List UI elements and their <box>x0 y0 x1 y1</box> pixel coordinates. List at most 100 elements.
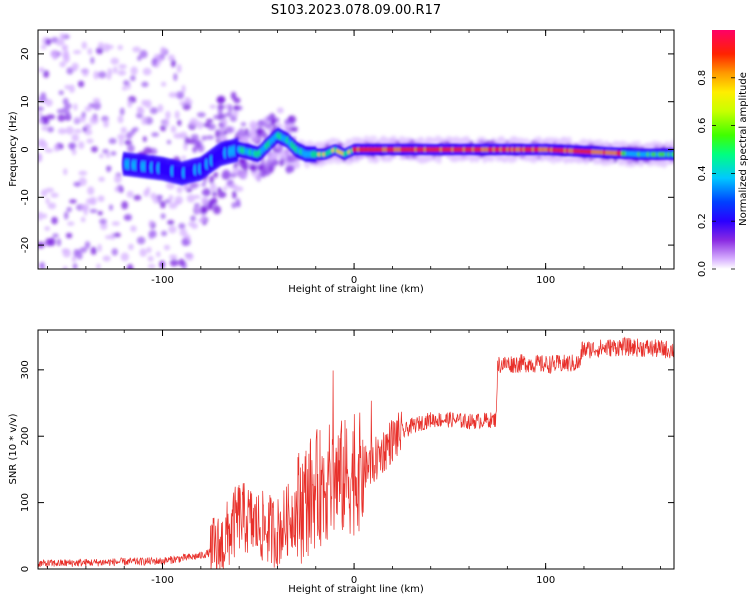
spectrogram-blob <box>55 39 65 46</box>
spectrogram-blob <box>240 122 247 127</box>
spectrogram-xtick-label: -100 <box>151 275 174 286</box>
spectrogram-blob <box>173 277 179 283</box>
spectrogram-blob <box>160 230 168 237</box>
spectrogram-blob <box>142 136 147 142</box>
spectrogram-blob <box>87 47 93 56</box>
spectrogram-blob <box>271 152 279 160</box>
spectrogram-blob <box>347 139 354 147</box>
spectrogram-blob <box>286 154 292 161</box>
spectrogram-blob <box>139 50 148 59</box>
spectrogram-blob <box>209 182 217 192</box>
spectrogram-blob <box>93 70 99 80</box>
spectrogram-blob <box>120 252 130 262</box>
spectrogram-blob <box>283 123 291 132</box>
spectrogram-blob <box>251 136 260 143</box>
spectrogram-blob <box>38 67 45 73</box>
spectrogram-blob <box>119 107 125 116</box>
spectrogram-ridge <box>122 127 674 186</box>
spectrogram-blob <box>176 185 183 194</box>
spectrogram-blob <box>110 151 117 156</box>
spectrogram-blob <box>38 111 43 117</box>
spectrogram-blob <box>66 206 72 213</box>
snr-xlabel: Height of straight line (km) <box>288 584 424 595</box>
spectrogram-blob <box>71 62 79 71</box>
spectrogram-blob <box>186 188 193 193</box>
spectrogram-blob <box>38 106 45 111</box>
spectrogram-blob <box>97 244 102 252</box>
spectrogram-blob <box>249 120 258 130</box>
spectrogram-blob <box>176 63 182 73</box>
spectrogram-blob <box>209 104 217 109</box>
spectrogram-blob <box>276 107 284 114</box>
colorbar-tick-label: 0.6 <box>697 118 708 134</box>
spectrogram-blob <box>38 118 44 124</box>
spectrogram-blob <box>72 50 82 55</box>
spectrogram-blob <box>44 148 54 153</box>
spectrogram-blob <box>127 144 135 153</box>
spectrogram-blob <box>541 155 547 161</box>
spectrogram-blob <box>73 249 78 258</box>
spectrogram-blob <box>132 46 141 53</box>
spectrogram-blob <box>250 164 257 173</box>
spectrogram-blob <box>52 233 59 238</box>
spectrogram-blob <box>99 218 107 225</box>
spectrogram-blob <box>537 135 542 143</box>
spectrogram-blob <box>123 80 130 86</box>
spectrogram-blob <box>612 142 620 149</box>
spectrogram-blob <box>77 80 85 88</box>
spectrogram-blob <box>657 161 663 167</box>
spectrogram-blob <box>67 221 75 226</box>
spectrogram-blob <box>222 186 228 191</box>
spectrogram-blob <box>559 156 564 162</box>
spectrogram-blob <box>287 115 297 124</box>
spectrogram-blob <box>185 99 193 105</box>
spectrogram-blob <box>213 114 218 120</box>
spectrogram-xtick-label: 0 <box>351 275 357 286</box>
spectrogram-blob <box>99 153 104 159</box>
spectrogram-blob <box>86 138 94 144</box>
spectrogram-blob <box>183 270 188 275</box>
spectrogram-blob <box>242 135 249 144</box>
spectrogram-blob <box>278 150 285 159</box>
figure-title: S103.2023.078.09.00.R17 <box>271 3 441 18</box>
snr-ytick-label: 300 <box>20 360 31 379</box>
spectrogram-blob <box>453 153 462 161</box>
spectrogram-blob <box>58 90 64 96</box>
spectrogram-blob <box>163 244 171 251</box>
spectrogram-blob <box>235 198 241 206</box>
spectrogram-blob <box>211 197 218 206</box>
spectrogram-ytick-label: -10 <box>20 189 31 205</box>
spectrogram-blob <box>63 168 68 176</box>
spectrogram-blob <box>160 46 166 54</box>
spectrogram-blob <box>128 243 134 251</box>
snr-ticks: -100 0 100 0 100 200 300 <box>20 330 674 586</box>
spectrogram-blob <box>170 125 177 133</box>
spectrogram-blob <box>196 112 206 118</box>
spectrogram-blob <box>212 191 217 197</box>
spectrogram-blob <box>508 137 518 143</box>
spectrogram-blob <box>127 100 133 108</box>
spectrogram-blob <box>71 148 77 156</box>
spectrogram-blob <box>529 154 539 164</box>
spectrogram-blob <box>181 155 187 161</box>
spectrogram-blob <box>260 159 266 165</box>
spectrogram-blob <box>197 218 207 223</box>
spectrogram-blob <box>501 157 507 163</box>
spectrogram-blob <box>81 111 86 118</box>
spectrogram-blob <box>173 132 183 139</box>
spectrogram-blob <box>66 67 74 75</box>
spectrogram-blob <box>664 140 670 148</box>
spectrogram-blob <box>103 119 109 128</box>
spectrogram-blob <box>157 55 162 65</box>
spectrogram-blob <box>160 213 166 220</box>
spectrogram-blob <box>201 189 210 196</box>
spectrogram-blob <box>168 202 178 210</box>
spectrogram-blob <box>151 58 158 67</box>
spectrogram-blob <box>64 48 69 58</box>
spectrogram-blob <box>62 265 68 269</box>
spectrogram-blob <box>71 256 77 263</box>
spectrogram-blob <box>45 187 54 193</box>
spectrogram-blob <box>368 135 378 143</box>
